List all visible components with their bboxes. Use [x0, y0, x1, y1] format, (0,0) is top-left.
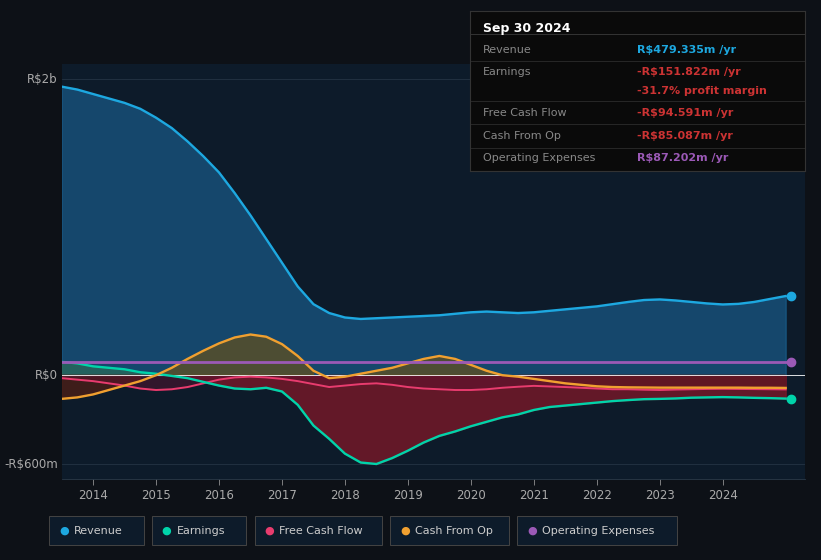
- Text: Cash From Op: Cash From Op: [415, 526, 493, 536]
- Text: Sep 30 2024: Sep 30 2024: [483, 22, 571, 35]
- Text: -31.7% profit margin: -31.7% profit margin: [637, 86, 767, 96]
- Text: Earnings: Earnings: [177, 526, 225, 536]
- Text: ●: ●: [264, 526, 274, 536]
- Text: Operating Expenses: Operating Expenses: [542, 526, 654, 536]
- Text: -R$151.822m /yr: -R$151.822m /yr: [637, 67, 741, 77]
- Text: ●: ●: [527, 526, 537, 536]
- Text: R$2b: R$2b: [27, 73, 57, 86]
- Text: R$0: R$0: [34, 368, 57, 382]
- Text: -R$600m: -R$600m: [4, 458, 57, 470]
- Text: -R$94.591m /yr: -R$94.591m /yr: [637, 108, 733, 118]
- Text: Free Cash Flow: Free Cash Flow: [279, 526, 363, 536]
- Text: ●: ●: [59, 526, 69, 536]
- Text: Revenue: Revenue: [74, 526, 122, 536]
- Text: R$87.202m /yr: R$87.202m /yr: [637, 153, 728, 163]
- Text: ●: ●: [400, 526, 410, 536]
- Text: -R$85.087m /yr: -R$85.087m /yr: [637, 130, 733, 141]
- Text: Earnings: Earnings: [483, 67, 531, 77]
- Text: Free Cash Flow: Free Cash Flow: [483, 108, 566, 118]
- Text: ●: ●: [162, 526, 172, 536]
- Text: Cash From Op: Cash From Op: [483, 130, 561, 141]
- Text: Operating Expenses: Operating Expenses: [483, 153, 595, 163]
- Text: Revenue: Revenue: [483, 44, 532, 54]
- Text: R$479.335m /yr: R$479.335m /yr: [637, 44, 736, 54]
